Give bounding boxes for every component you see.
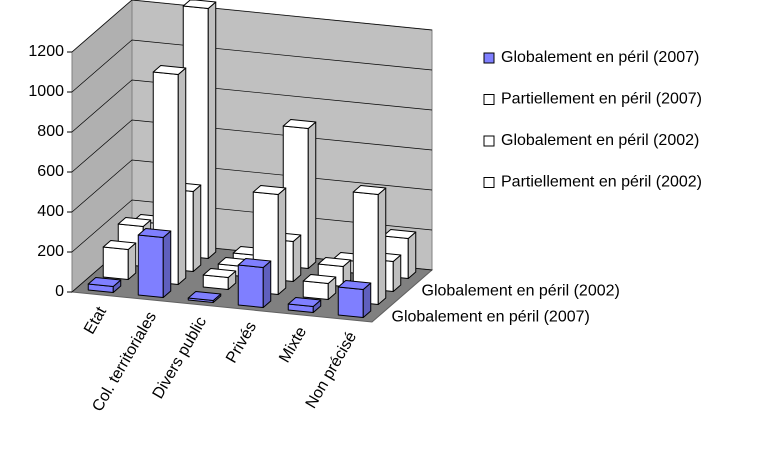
- bar: [102, 240, 137, 280]
- grid-line: [71, 39, 433, 93]
- bar-side-shade: [393, 255, 401, 292]
- legend-label: Globalement en péril (2007): [501, 49, 699, 66]
- bar-top: [252, 185, 287, 195]
- bar-top: [202, 268, 237, 278]
- bar-side-shade: [308, 122, 316, 269]
- bar-top: [152, 65, 187, 75]
- bar-front: [137, 234, 164, 298]
- y-tick-label: 0: [55, 283, 64, 300]
- depth-label: Globalement en péril (2007): [392, 309, 590, 326]
- bar-top: [182, 0, 217, 9]
- depth-label: Globalement en péril (2002): [422, 283, 620, 300]
- grid-line: [71, 119, 433, 173]
- legend-swatch: [483, 135, 495, 147]
- y-tick-label: 1200: [28, 43, 64, 60]
- bar-side-shade: [128, 243, 136, 280]
- x-tick-label: Non précisé: [303, 329, 360, 412]
- grid-line: [71, 0, 433, 53]
- bar-top: [237, 258, 272, 268]
- bar: [337, 280, 372, 318]
- bar-side-shade: [278, 188, 286, 295]
- x-tick-label: Divers public: [150, 314, 211, 402]
- y-tick-label: 400: [37, 203, 64, 220]
- bar: [187, 291, 222, 303]
- bar-side-shade: [293, 235, 301, 282]
- bar-side-shade: [263, 261, 271, 308]
- grid-line: [71, 79, 433, 133]
- bar: [287, 297, 322, 313]
- bar-side-shade: [228, 271, 236, 290]
- bar-side-shade: [178, 68, 186, 285]
- bar-top: [102, 240, 137, 250]
- bar-front: [102, 246, 129, 280]
- y-tick-label: 600: [37, 163, 64, 180]
- y-tick-label: 800: [37, 123, 64, 140]
- bar-top: [187, 291, 222, 301]
- grid-line: [71, 199, 433, 253]
- bar-side-shade: [163, 231, 171, 298]
- bar-side-shade: [193, 185, 201, 272]
- legend-swatch: [483, 177, 495, 188]
- bar-top: [382, 229, 417, 239]
- y-tick-label: 200: [37, 243, 64, 260]
- x-tick-label: Etat: [81, 304, 110, 338]
- y-tick-label: 1000: [28, 83, 64, 100]
- grid-line: [71, 159, 433, 213]
- bar-side-shade: [328, 277, 336, 300]
- bar: [137, 228, 172, 298]
- bar-top: [352, 185, 387, 195]
- bar-top: [337, 280, 372, 290]
- x-tick-label: Privés: [223, 319, 260, 366]
- legend-label: Globalement en péril (2002): [501, 132, 699, 149]
- bar-top: [117, 217, 152, 227]
- bar: [87, 277, 122, 293]
- bar-top: [282, 119, 317, 129]
- legend-label: Partiellement en péril (2007): [501, 91, 702, 108]
- bar-front: [302, 280, 329, 300]
- bar-top: [302, 274, 337, 284]
- bar: [202, 268, 237, 290]
- bar-top: [137, 228, 172, 238]
- bar-side-shade: [343, 260, 351, 287]
- bar: [302, 274, 337, 300]
- legend-swatch: [483, 52, 495, 64]
- bar-side-shade: [363, 283, 371, 318]
- bar-top: [287, 297, 322, 307]
- bar-side-shade: [113, 280, 121, 293]
- bar-side-shade: [408, 232, 416, 279]
- bar-side-shade: [313, 300, 321, 313]
- bar-top: [317, 257, 352, 267]
- bar: [282, 119, 317, 269]
- bar-front: [337, 286, 364, 318]
- legend-label: Partiellement en péril (2002): [501, 174, 702, 191]
- x-tick-label: Mixte: [276, 324, 310, 366]
- legend-swatch: [483, 94, 495, 105]
- bar-front: [237, 264, 264, 308]
- bar-top: [87, 277, 122, 287]
- bar-side-shade: [378, 188, 386, 305]
- bar: [237, 258, 272, 308]
- bar-side-shade: [208, 2, 216, 259]
- bar: [352, 185, 387, 305]
